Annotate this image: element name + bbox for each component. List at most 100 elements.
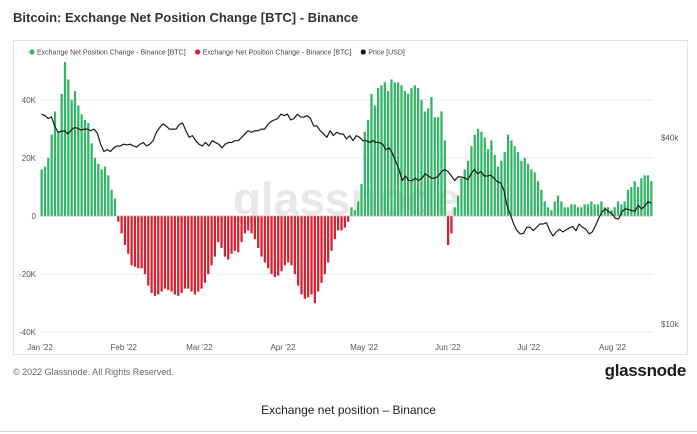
bar [490,140,493,216]
bar [407,93,410,216]
bar [453,207,456,216]
bar [550,210,553,216]
bar [516,152,520,216]
bar [113,198,117,216]
bar [267,215,270,269]
bar [127,215,130,254]
y2-tick-label: $40k [661,133,679,142]
bar [350,207,353,216]
bar [596,204,600,216]
bar [230,215,233,254]
bar [223,215,227,257]
bar [523,157,526,216]
bar [133,215,137,267]
bar [357,201,360,216]
brand-logo[interactable]: glassnode [604,361,687,380]
y-axis-right: $10k $40k [661,133,679,329]
bar [373,105,376,216]
bar [297,215,300,286]
x-tick-label: May '22 [350,343,378,352]
bar [480,131,483,216]
bar [650,181,653,216]
bar [220,215,223,248]
bar [450,215,453,234]
bar [140,215,143,269]
bar [476,128,480,216]
bar [570,204,573,216]
bar [283,215,286,266]
bar [563,207,566,216]
bar [506,134,510,216]
bar [560,201,563,216]
bar [613,207,616,216]
bar [317,215,320,292]
bar [536,181,540,216]
bar [193,215,197,295]
bar [320,215,323,283]
bar [533,172,536,216]
bar [636,186,640,216]
bar [387,91,390,216]
bar [380,85,383,216]
x-tick-label: Jun '22 [435,343,461,352]
x-tick-label: Aug '22 [599,343,626,352]
bar [53,111,57,216]
bar [553,201,556,216]
bar [73,91,77,216]
bar [456,195,460,216]
bar [160,215,163,292]
bar [100,169,103,216]
bar [330,215,333,251]
chart-panel [13,40,688,355]
bar [183,215,187,289]
bar [337,215,340,231]
bar [363,131,366,216]
bar [147,215,150,286]
bar [143,215,147,275]
bar [566,207,570,216]
bar [583,204,586,216]
y-tick-label: -20K [19,270,37,279]
bar [237,215,240,253]
bar [466,160,470,216]
bar [80,114,83,216]
bar [430,96,433,216]
bar [630,186,633,216]
y-tick-label: 20K [22,154,37,163]
bar [440,111,443,216]
bar [187,215,190,289]
bar [67,79,70,216]
bar [413,85,416,216]
bar [626,189,630,216]
bar [253,215,257,240]
bar [633,181,636,216]
bar [43,166,47,216]
bar [503,152,506,216]
bar [420,99,423,216]
bar [130,215,133,266]
bar [270,215,273,275]
bar [180,215,183,293]
bar [580,207,583,216]
legend-label: Exchange Net Position Change - Binance [… [37,50,186,57]
bar [410,88,413,216]
bar [177,215,180,296]
bar [603,207,606,216]
x-tick-label: Feb '22 [110,343,137,352]
bar [510,140,513,216]
bar [590,201,593,216]
price-line [41,113,652,237]
bar-series [40,62,653,304]
bar [157,215,160,295]
x-tick-label: Mar '22 [186,343,213,352]
bar [383,82,386,216]
bar [556,195,560,216]
bar [576,207,580,216]
bar [473,134,476,216]
bar [263,215,267,263]
bar [593,204,596,216]
bar [250,215,253,234]
bar [586,204,590,216]
bar [120,215,123,234]
bar [290,215,293,266]
